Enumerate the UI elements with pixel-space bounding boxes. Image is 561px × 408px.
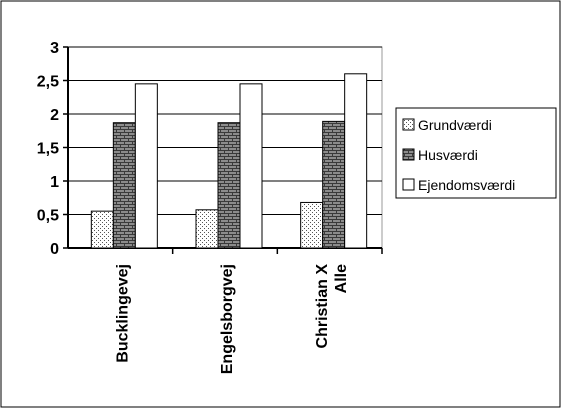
- legend-label: Grundværdi: [418, 117, 492, 133]
- x-tick-label: Alle: [333, 264, 350, 293]
- legend-swatch: [402, 178, 415, 191]
- legend-label: Ejendomsværdi: [418, 177, 515, 193]
- bar: [112, 122, 136, 249]
- bar: [217, 122, 241, 249]
- plot-area: 0 0,5 1 1,5 2 2,5 3 Bucklingevej Engelsborgvej Ch…: [37, 40, 383, 374]
- legend: Grundværdi Husværdi Ejendomsværdi: [395, 107, 557, 199]
- x-tick-label: Bucklingevej: [114, 264, 131, 363]
- bar: [300, 201, 324, 249]
- bar: [134, 83, 158, 249]
- bar: [344, 73, 368, 249]
- legend-label: Husværdi: [418, 147, 478, 163]
- x-tick-label: Engelsborgvej: [219, 264, 236, 374]
- y-tick-label: 2,5: [37, 74, 59, 91]
- bar: [90, 210, 114, 249]
- x-tick-label: Christian X: [314, 264, 331, 349]
- bar: [322, 120, 346, 249]
- legend-swatch: [402, 148, 415, 161]
- bar: [195, 209, 219, 249]
- y-tick-label: 3: [50, 40, 59, 57]
- y-tick-label: 0: [50, 241, 59, 258]
- y-tick-label: 1,5: [37, 141, 59, 158]
- y-tick-label: 1: [50, 174, 59, 191]
- legend-box: [395, 107, 557, 199]
- y-tick-label: 2: [50, 107, 59, 124]
- y-tick-label: 0,5: [37, 208, 59, 225]
- legend-swatch: [402, 118, 415, 131]
- bar: [239, 83, 263, 249]
